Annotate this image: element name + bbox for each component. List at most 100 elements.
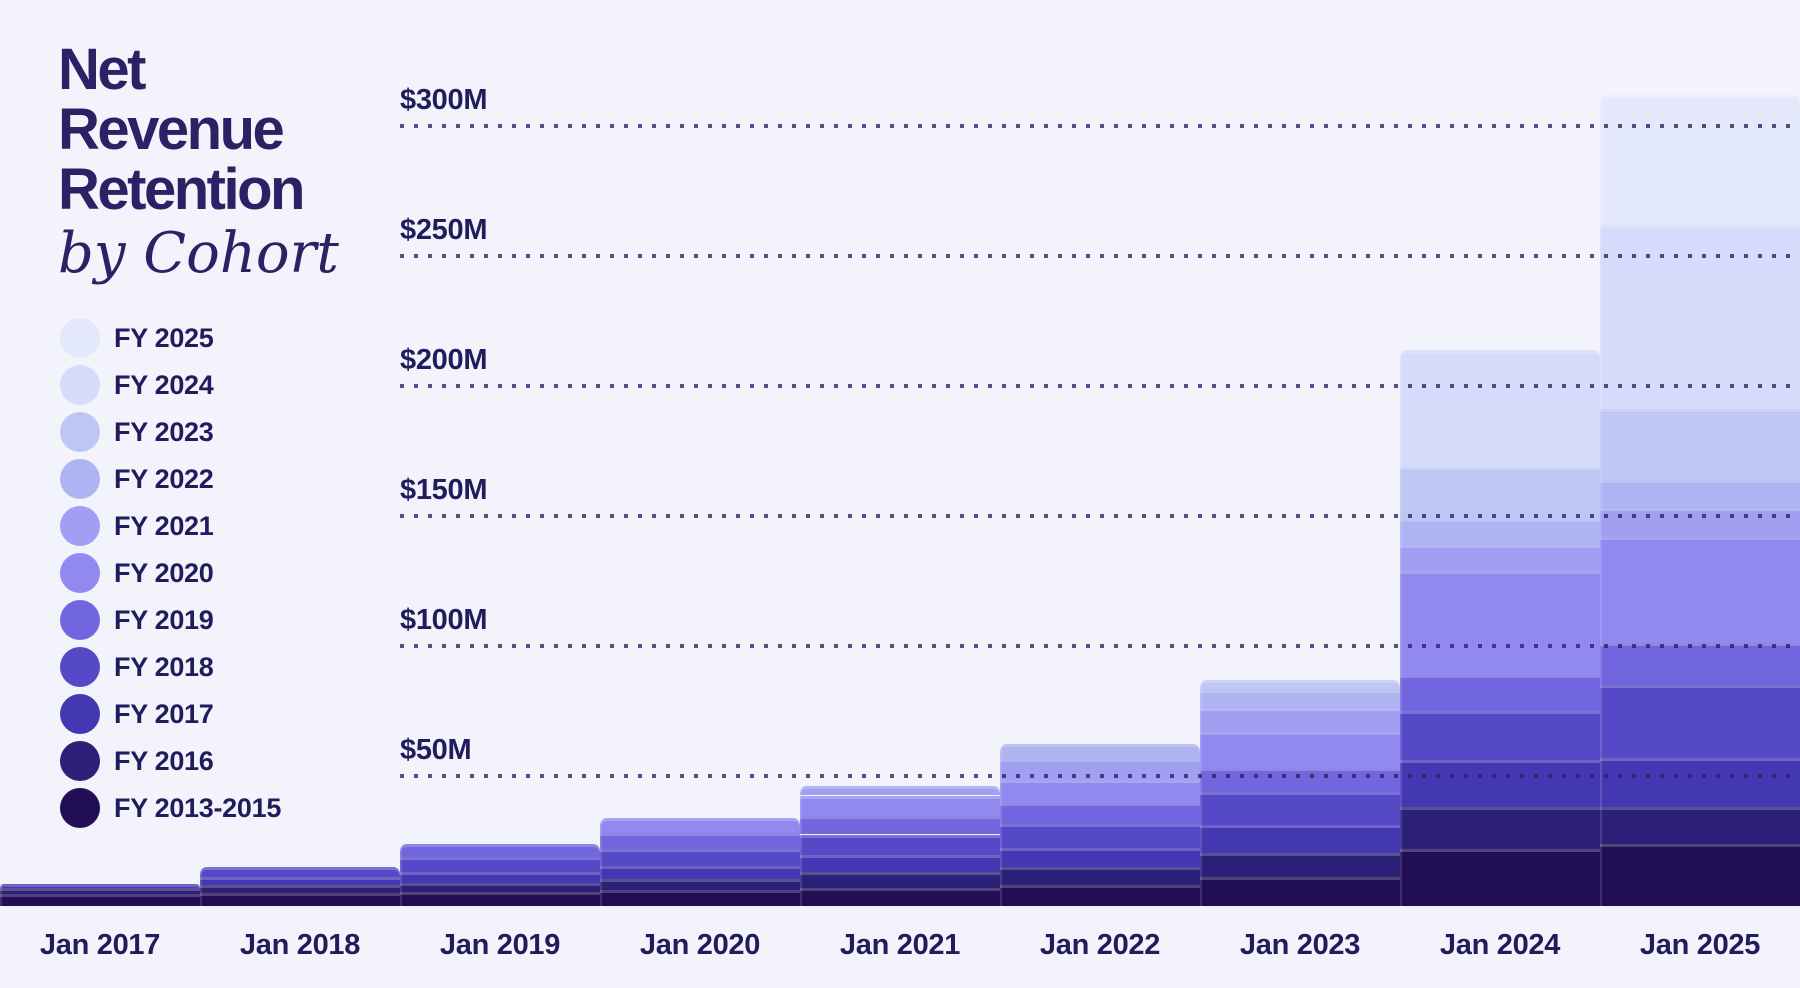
chart-column-jan-2020 <box>600 817 800 906</box>
legend-label: FY 2021 <box>114 510 214 541</box>
cohort-segment-fy-2019 <box>1000 803 1200 825</box>
page-title-line-2: Revenue <box>58 97 285 162</box>
chart-column-jan-2025 <box>1600 94 1800 906</box>
cohort-segment-fy-2019 <box>800 816 1000 835</box>
chart-column-jan-2019 <box>400 843 600 906</box>
cohort-segment-fy-2016 <box>1000 867 1200 886</box>
cohort-segment-fy-2013-2015 <box>0 894 200 906</box>
cohort-segment-fy-2018 <box>200 867 400 878</box>
cohort-segment-fy-2016 <box>1200 852 1400 878</box>
cohort-segment-fy-2017 <box>1400 760 1600 808</box>
legend-swatch-icon <box>60 318 100 358</box>
cohort-segment-fy-2018 <box>600 848 800 866</box>
cohort-segment-fy-2013-2015 <box>800 887 1000 906</box>
legend-item-fy-2017: FY 2017 <box>60 694 281 734</box>
cohort-segment-fy-2016 <box>1400 807 1600 849</box>
x-axis-tick-label: Jan 2025 <box>1639 929 1761 961</box>
legend-label: FY 2020 <box>114 557 214 588</box>
cohort-segment-fy-2016 <box>800 872 1000 888</box>
cohort-segment-fy-2022 <box>1600 479 1800 509</box>
chart-column-jan-2022 <box>1000 743 1200 906</box>
x-axis-tick-label: Jan 2017 <box>39 929 161 961</box>
chart-header: Net Revenue Retention by Cohort <box>58 40 339 286</box>
legend-swatch-icon <box>60 365 100 405</box>
cohort-segment-fy-2018 <box>1400 711 1600 761</box>
cohort-segment-fy-2020 <box>1400 570 1600 675</box>
legend-label: FY 2018 <box>114 651 214 682</box>
y-axis-tick-label: $50M <box>400 734 472 766</box>
cohort-segment-fy-2022 <box>1400 518 1600 545</box>
legend-swatch-icon <box>60 553 100 593</box>
legend-item-fy-2021: FY 2021 <box>60 506 281 546</box>
cohort-segment-fy-2018 <box>1200 791 1400 826</box>
cohort-segment-fy-2016 <box>600 878 800 891</box>
cohort-segment-fy-2016 <box>1600 807 1800 844</box>
cohort-segment-fy-2013-2015 <box>1000 885 1200 906</box>
cohort-segment-fy-2017 <box>1000 847 1200 867</box>
legend-label: FY 2025 <box>114 322 214 353</box>
y-axis-tick-label: $200M <box>400 344 488 376</box>
cohort-segment-fy-2020 <box>1200 731 1400 769</box>
legend-item-fy-2024: FY 2024 <box>60 365 281 405</box>
legend-swatch-icon <box>60 788 100 828</box>
cohort-segment-fy-2013-2015 <box>1600 843 1800 906</box>
cohort-segment-fy-2017 <box>0 883 200 888</box>
cohort-segment-fy-2013-2015 <box>600 890 800 906</box>
cohort-segment-fy-2024 <box>1600 224 1800 410</box>
legend-item-fy-2022: FY 2022 <box>60 459 281 499</box>
cohort-segment-fy-2018 <box>800 834 1000 856</box>
page-subtitle: by Cohort <box>58 221 339 286</box>
cohort-segment-fy-2018 <box>400 856 600 873</box>
cohort-segment-fy-2017 <box>200 877 400 886</box>
cohort-segment-fy-2025 <box>1600 94 1800 225</box>
chart-column-jan-2024 <box>1400 349 1600 906</box>
y-axis-tick-label: $300M <box>400 84 488 116</box>
page-title-line-1: Net <box>58 37 146 102</box>
legend-label: FY 2019 <box>114 604 214 635</box>
gridline-250M <box>400 254 1800 258</box>
cohort-segment-fy-2018 <box>1000 824 1200 848</box>
cohort-segment-fy-2019 <box>600 833 800 849</box>
legend: FY 2025 FY 2024 FY 2023 FY 2022 FY 2021 FY 20… <box>60 318 281 835</box>
cohort-segment-fy-2021 <box>1600 508 1800 537</box>
legend-swatch-icon <box>60 694 100 734</box>
cohort-segment-fy-2019 <box>1600 643 1800 685</box>
legend-item-fy-2025: FY 2025 <box>60 318 281 358</box>
legend-label: FY 2022 <box>114 463 214 494</box>
cohort-segment-fy-2023 <box>1400 466 1600 519</box>
chart-column-jan-2023 <box>1200 679 1400 906</box>
legend-swatch-icon <box>60 412 100 452</box>
cohort-segment-fy-2019 <box>1400 674 1600 711</box>
cohort-segment-fy-2013-2015 <box>1200 877 1400 906</box>
x-axis-tick-label: Jan 2024 <box>1439 929 1561 961</box>
cohort-segment-fy-2024 <box>1400 349 1600 467</box>
cohort-segment-fy-2020 <box>600 817 800 834</box>
chart-column-jan-2021 <box>800 786 1000 906</box>
cohort-segment-fy-2013-2015 <box>400 891 600 906</box>
cohort-segment-fy-2016 <box>0 887 200 895</box>
legend-label: FY 2023 <box>114 416 214 447</box>
cohort-segment-fy-2020 <box>1000 779 1200 804</box>
legend-item-fy-2020: FY 2020 <box>60 553 281 593</box>
x-axis-tick-label: Jan 2023 <box>1239 929 1361 961</box>
cohort-segment-fy-2017 <box>600 865 800 879</box>
gridline-50M <box>400 774 1800 778</box>
cohort-segment-fy-2013-2015 <box>1400 848 1600 906</box>
cohort-segment-fy-2013-2015 <box>200 893 400 906</box>
cohort-segment-fy-2017 <box>400 872 600 883</box>
page-title-line-3: Retention <box>58 157 305 222</box>
legend-swatch-icon <box>60 600 100 640</box>
cohort-segment-fy-2020 <box>1600 536 1800 644</box>
cohort-segment-fy-2020 <box>800 795 1000 817</box>
legend-label: FY 2024 <box>114 369 214 400</box>
legend-swatch-icon <box>60 741 100 781</box>
legend-item-fy-2019: FY 2019 <box>60 600 281 640</box>
gridline-200M <box>400 384 1800 388</box>
y-axis-tick-label: $150M <box>400 474 488 506</box>
y-axis-tick-label: $250M <box>400 214 488 246</box>
legend-item-fy-2016: FY 2016 <box>60 741 281 781</box>
legend-swatch-icon <box>60 459 100 499</box>
cohort-segment-fy-2023 <box>1200 679 1400 691</box>
gridline-100M <box>400 644 1800 648</box>
